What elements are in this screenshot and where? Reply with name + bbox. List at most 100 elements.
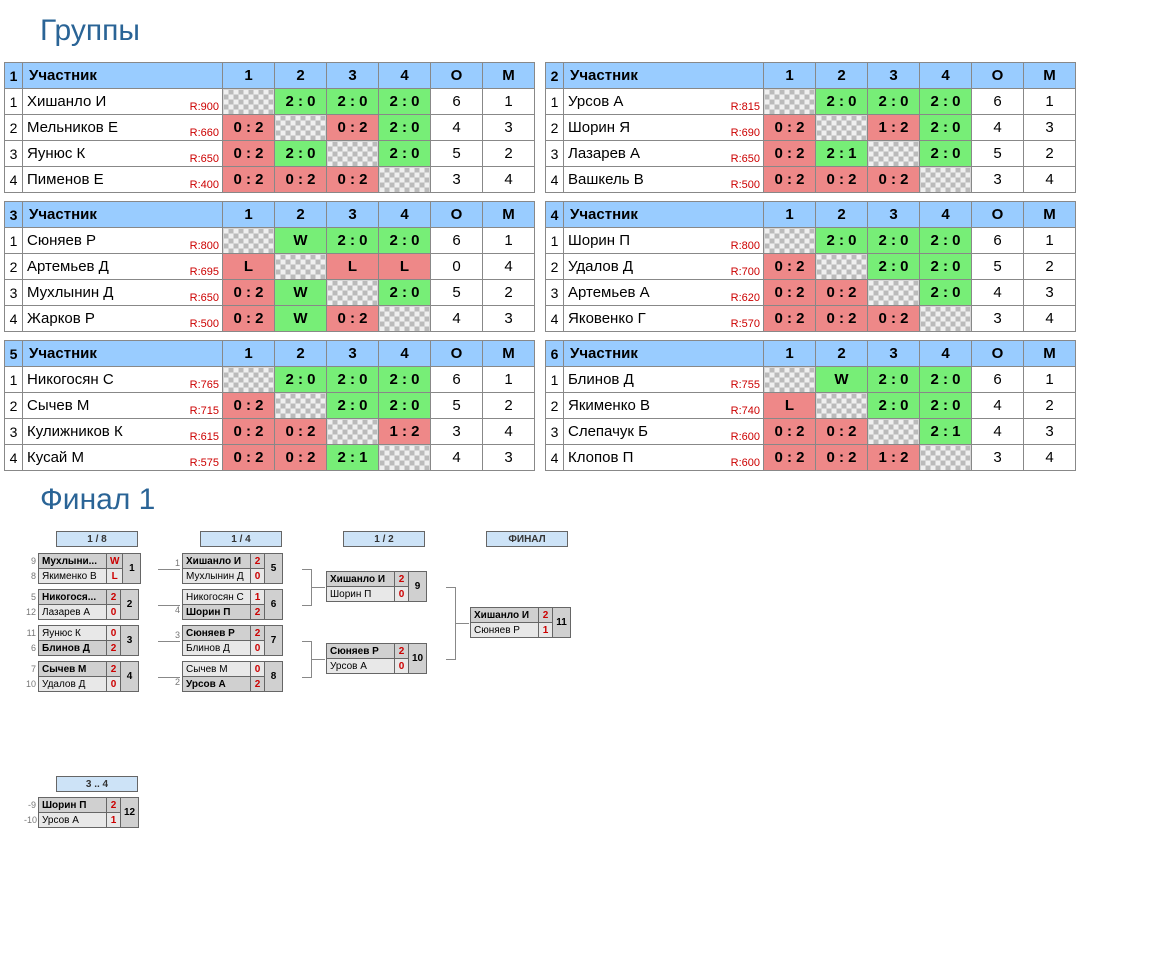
col-o: О [972, 202, 1024, 228]
score-cell [868, 141, 920, 167]
score-cell: W [275, 228, 327, 254]
group-number: 5 [5, 341, 23, 367]
col-o: О [431, 63, 483, 89]
m-value: 3 [1024, 280, 1076, 306]
score-cell: L [379, 254, 431, 280]
player-name: Кулижников К [27, 423, 123, 440]
player-rating: R:700 [731, 266, 760, 278]
score-cell: L [327, 254, 379, 280]
row-num: 2 [546, 115, 564, 141]
score-cell: 0 : 2 [223, 393, 275, 419]
bracket-score: 2 [107, 590, 121, 605]
player-rating: R:500 [731, 179, 760, 191]
player-name: Сюняев Р [27, 232, 96, 249]
score-cell [223, 367, 275, 393]
o-value: 6 [431, 228, 483, 254]
score-cell [920, 167, 972, 193]
bracket-match: 710Сычев М24Удалов Д0 [24, 661, 139, 692]
seed-col: 3 [168, 625, 182, 656]
col-1: 1 [764, 341, 816, 367]
player-cell: Мухлынин ДR:650 [23, 280, 223, 306]
score-cell: 2 : 0 [275, 141, 327, 167]
bracket-score: 2 [395, 644, 409, 659]
player-name: Кусай М [27, 449, 84, 466]
score-cell: 2 : 0 [379, 367, 431, 393]
score-cell: 0 : 2 [223, 445, 275, 471]
groups-container: 1Участник1234ОМ1Хишанло ИR:9002 : 02 : 0… [4, 62, 1164, 471]
table-row: 4Яковенко ГR:5700 : 20 : 20 : 234 [546, 306, 1076, 332]
row-num: 3 [5, 280, 23, 306]
score-cell: 2 : 0 [920, 254, 972, 280]
player-rating: R:755 [731, 379, 760, 391]
m-value: 4 [1024, 445, 1076, 471]
col-1: 1 [223, 341, 275, 367]
player-rating: R:620 [731, 292, 760, 304]
score-cell: 2 : 0 [379, 115, 431, 141]
player-name: Никогосян С [27, 371, 114, 388]
col-participant: Участник [564, 341, 764, 367]
bracket-connector [302, 677, 312, 678]
bracket-match: Хишанло И29Шорин П0 [312, 571, 427, 602]
player-name: Яковенко Г [568, 310, 646, 327]
group-number: 6 [546, 341, 564, 367]
bracket-player: Никогосян С [183, 590, 251, 605]
match-id: 7 [265, 626, 283, 656]
score-cell: 0 : 2 [223, 280, 275, 306]
bracket-score: L [107, 569, 123, 584]
player-cell: Лазарев АR:650 [564, 141, 764, 167]
m-value: 2 [1024, 141, 1076, 167]
bracket-score: 0 [395, 587, 409, 602]
bracket-match: 1Хишанло И25Мухлынин Д0 [168, 553, 283, 584]
player-cell: Блинов ДR:755 [564, 367, 764, 393]
row-num: 1 [546, 89, 564, 115]
player-rating: R:800 [190, 240, 219, 252]
score-cell: 2 : 1 [327, 445, 379, 471]
score-cell: 2 : 0 [816, 228, 868, 254]
m-value: 3 [1024, 115, 1076, 141]
row-num: 1 [5, 367, 23, 393]
row-num: 2 [5, 393, 23, 419]
player-name: Лазарев А [568, 145, 640, 162]
o-value: 5 [431, 280, 483, 306]
m-value: 2 [1024, 254, 1076, 280]
score-cell: 2 : 1 [816, 141, 868, 167]
bracket-match: 98Мухлыни...W1Якименко ВL [24, 553, 141, 584]
bracket-player: Хишанло И [471, 608, 539, 623]
player-rating: R:800 [731, 240, 760, 252]
col-o: О [972, 341, 1024, 367]
bracket-score: 0 [251, 569, 265, 584]
player-cell: Пименов ЕR:400 [23, 167, 223, 193]
row-num: 1 [546, 228, 564, 254]
score-cell: 2 : 0 [920, 115, 972, 141]
group-table: 6Участник1234ОМ1Блинов ДR:755W2 : 02 : 0… [545, 340, 1076, 471]
row-num: 1 [5, 89, 23, 115]
bracket-score: 0 [107, 626, 121, 641]
score-cell: 0 : 2 [764, 254, 816, 280]
score-cell: 2 : 0 [920, 280, 972, 306]
bracket-score: 0 [395, 659, 409, 674]
m-value: 4 [483, 254, 535, 280]
seed-col [312, 643, 326, 674]
col-m: М [483, 341, 535, 367]
o-value: 6 [972, 367, 1024, 393]
row-num: 4 [5, 445, 23, 471]
score-cell: 0 : 2 [816, 445, 868, 471]
group-number: 2 [546, 63, 564, 89]
score-cell [868, 419, 920, 445]
m-value: 3 [483, 115, 535, 141]
score-cell: 0 : 2 [275, 419, 327, 445]
o-value: 5 [431, 141, 483, 167]
player-cell: Клопов ПR:600 [564, 445, 764, 471]
bracket-player: Мухлыни... [39, 554, 107, 569]
player-name: Хишанло И [27, 93, 106, 110]
row-num: 1 [546, 367, 564, 393]
m-value: 1 [483, 367, 535, 393]
table-row: 1Сюняев РR:800W2 : 02 : 061 [5, 228, 535, 254]
col-1: 1 [764, 63, 816, 89]
col-2: 2 [816, 202, 868, 228]
bracket-score: 2 [251, 605, 265, 620]
bracket-score: 2 [107, 798, 121, 813]
player-rating: R:500 [190, 318, 219, 330]
bracket-match: -9-10Шорин П212Урсов А1 [24, 797, 139, 828]
row-num: 4 [5, 167, 23, 193]
